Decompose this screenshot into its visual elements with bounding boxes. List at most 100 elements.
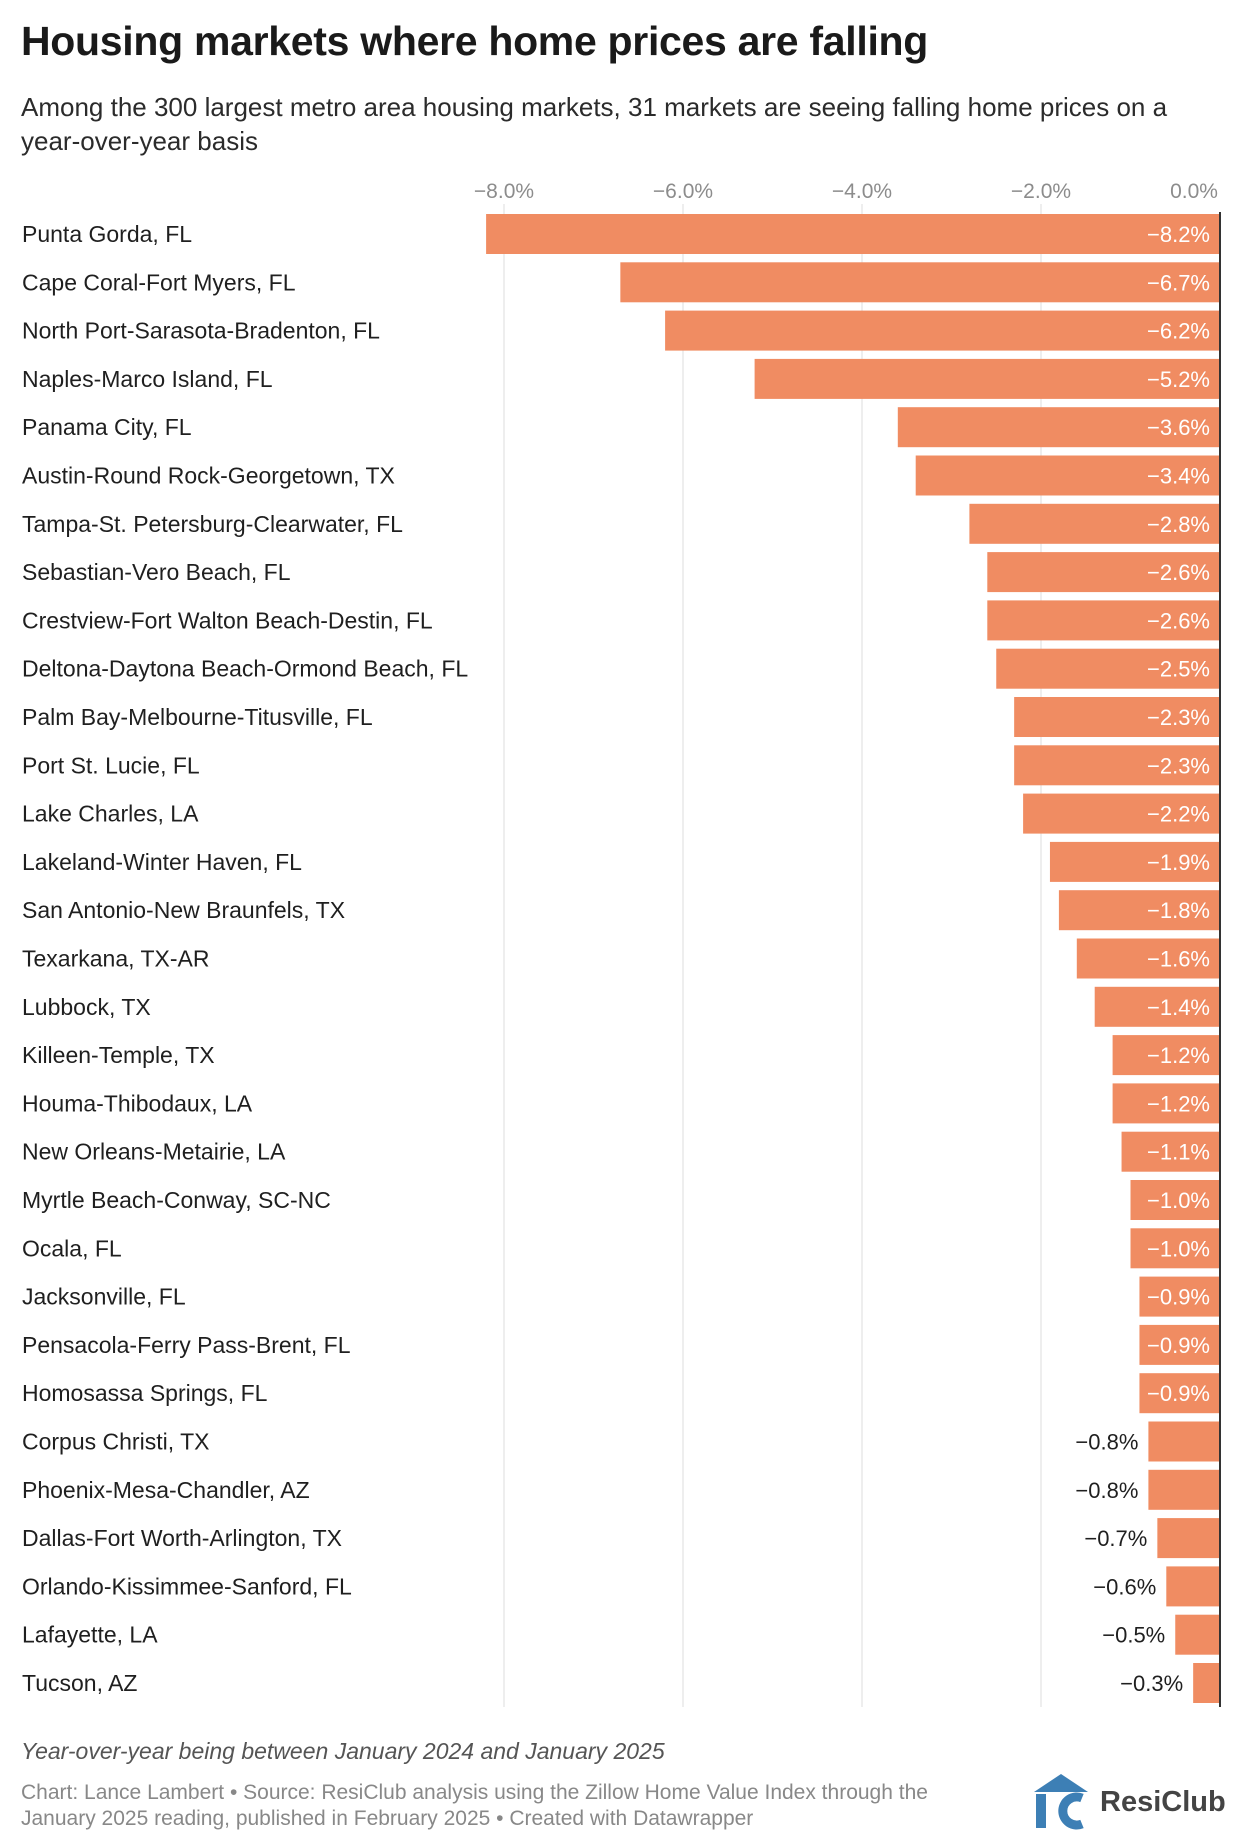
value-label: −2.3% [1147,705,1210,730]
category-label: Deltona-Daytona Beach-Ormond Beach, FL [22,656,468,682]
value-label: −2.2% [1147,802,1210,827]
chart-subtitle: Among the 300 largest metro area housing… [21,92,1168,156]
bar [1112,1035,1220,1076]
chart-note: Year-over-year being between January 202… [21,1738,665,1764]
resiclub-logo-icon [1034,1774,1088,1830]
category-label: Port St. Lucie, FL [22,752,200,778]
category-label: Austin-Round Rock-Georgetown, TX [22,463,395,489]
category-label: Houma-Thibodaux, LA [22,1090,253,1116]
category-label: Naples-Marco Island, FL [22,366,273,392]
value-label: −3.6% [1147,415,1210,440]
value-label: −2.5% [1147,657,1210,682]
value-label: −2.3% [1147,753,1210,778]
value-label: −2.6% [1147,560,1210,585]
bar [1058,890,1220,931]
bar [1148,1421,1220,1462]
bars [486,214,1221,1703]
bar [1014,697,1220,737]
category-label: Tucson, AZ [22,1670,137,1696]
value-label: −1.0% [1147,1188,1210,1213]
value-label: −1.9% [1147,850,1210,875]
bar-chart: −8.0% −6.0% −4.0% −2.0% 0.0% Punta Gorda, FL… [22,180,1221,1707]
bar [1175,1614,1220,1655]
category-label: Myrtle Beach-Conway, SC-NC [22,1187,331,1213]
bar [1139,1276,1220,1317]
category-label: North Port-Sarasota-Bradenton, FL [22,318,380,344]
x-tick-label: −6.0% [653,180,713,203]
bar [1157,1518,1220,1559]
value-label: −6.2% [1147,319,1210,344]
category-label: San Antonio-New Braunfels, TX [22,897,345,923]
value-label: −3.4% [1147,464,1210,489]
bar [969,503,1220,544]
value-label: −0.9% [1147,1333,1210,1358]
category-label: Dallas-Fort Worth-Arlington, TX [22,1525,342,1551]
bar [1193,1663,1220,1703]
bar [1139,1373,1220,1414]
category-label: Lakeland-Winter Haven, FL [22,849,302,875]
x-tick-label: −8.0% [474,180,534,203]
category-label: Jacksonville, FL [22,1284,186,1310]
bar [1023,793,1220,834]
value-label: −1.2% [1147,1043,1210,1068]
bar [1121,1131,1220,1172]
value-label: −0.3% [1120,1671,1183,1696]
value-label: −5.2% [1147,367,1210,392]
value-label: −2.6% [1147,608,1210,633]
category-label: New Orleans-Metairie, LA [22,1139,286,1165]
value-label: −1.0% [1147,1236,1210,1261]
chart-title: Housing markets where home prices are fa… [21,18,929,64]
chart-credit: Chart: Lance Lambert • Source: ResiClub … [21,1781,928,1830]
bar [996,648,1220,689]
bar [1130,1228,1220,1269]
x-tick-label: −4.0% [832,180,892,203]
category-label: Ocala, FL [22,1235,122,1261]
bar [897,407,1220,448]
category-labels: Punta Gorda, FL Cape Coral-Fort Myers, FL… [22,221,468,1696]
bar [987,552,1220,593]
value-label: −0.9% [1147,1381,1210,1406]
value-label: −1.2% [1147,1091,1210,1116]
resiclub-logo-text: ResiClub [1100,1786,1226,1818]
category-label: Lake Charles, LA [22,801,199,827]
category-label: Tampa-St. Petersburg-Clearwater, FL [22,511,403,537]
x-tick-label: −2.0% [1011,180,1071,203]
value-label: −0.8% [1075,1478,1138,1503]
bar [987,600,1220,641]
x-tick-label: 0.0% [1170,180,1218,203]
category-label: Texarkana, TX-AR [22,946,209,972]
value-label: −0.6% [1093,1574,1156,1599]
bar [1139,1324,1220,1365]
category-label: Phoenix-Mesa-Chandler, AZ [22,1477,310,1503]
value-label: −8.2% [1147,222,1210,247]
category-label: Pensacola-Ferry Pass-Brent, FL [22,1332,351,1358]
bar [1166,1566,1220,1607]
bar [754,358,1220,399]
resiclub-logo: ResiClub [1030,1772,1230,1832]
value-label: −0.8% [1075,1430,1138,1455]
grid-lines [503,204,1042,1707]
category-label: Killeen-Temple, TX [22,1042,215,1068]
category-label: Punta Gorda, FL [22,221,192,247]
category-label: Lubbock, TX [22,994,151,1020]
category-label: Cape Coral-Fort Myers, FL [22,269,296,295]
category-label: Corpus Christi, TX [22,1429,209,1455]
bar [1049,841,1220,882]
category-label: Orlando-Kissimmee-Sanford, FL [22,1573,352,1599]
category-label: Panama City, FL [22,414,192,440]
bar [915,455,1220,496]
bar [620,262,1220,303]
bar [1094,986,1220,1027]
bar [1014,745,1220,786]
value-labels: −8.2% −6.7% −6.2% −5.2% −3.6% −3.4% −2.8% −2.6%… [1075,222,1210,1696]
bar [1148,1469,1220,1510]
category-label: Sebastian-Vero Beach, FL [22,559,291,585]
value-label: −1.6% [1147,947,1210,972]
value-label: −2.8% [1147,512,1210,537]
category-label: Palm Bay-Melbourne-Titusville, FL [22,704,373,730]
value-label: −1.4% [1147,995,1210,1020]
value-label: −0.5% [1102,1623,1165,1648]
value-label: −1.1% [1147,1140,1210,1165]
bar [1076,938,1220,979]
bar [665,310,1220,351]
